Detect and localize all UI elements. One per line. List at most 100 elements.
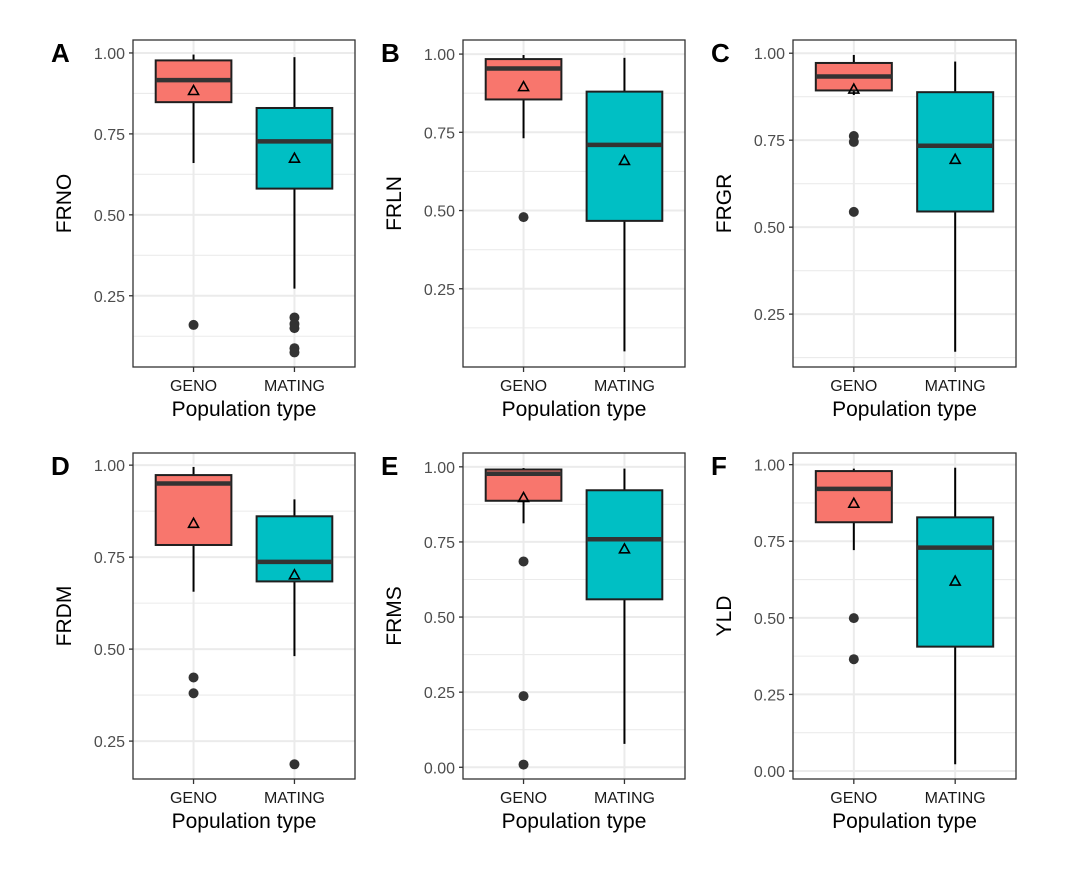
x-axis-title: Population type <box>832 398 977 421</box>
panel-letter: F <box>711 451 727 481</box>
x-axis-title: Population type <box>502 810 647 833</box>
x-axis-title: Population type <box>172 398 317 421</box>
panel-letter: D <box>51 451 70 481</box>
y-tick-label: 0.75 <box>94 550 125 567</box>
box-mating <box>585 57 664 352</box>
y-tick-label: 1.00 <box>94 458 125 475</box>
x-axis-title: Population type <box>172 810 317 833</box>
mean-marker <box>847 82 861 94</box>
panel-letter: E <box>381 451 398 481</box>
x-tick-label: GENO <box>500 790 547 807</box>
outlier-point <box>848 136 859 147</box>
y-tick-label: 0.50 <box>754 220 785 237</box>
y-tick-label: 0.75 <box>424 125 455 142</box>
outlier-point <box>188 319 199 330</box>
x-tick-label: GENO <box>170 378 217 395</box>
x-tick-label: MATING <box>925 378 986 395</box>
y-tick-label: 0.50 <box>94 642 125 659</box>
y-tick-label: 1.00 <box>754 458 785 475</box>
panel-border <box>792 39 1017 368</box>
box-mating <box>916 467 995 765</box>
outlier-point <box>289 323 300 334</box>
iqr-box <box>916 91 995 213</box>
mean-marker <box>618 153 631 166</box>
panel-border <box>132 452 356 780</box>
panel-letter: A <box>51 38 70 68</box>
y-axis-title: FRLN <box>383 176 406 231</box>
x-tick-label: MATING <box>264 790 325 807</box>
y-tick-label: 1.00 <box>754 46 785 63</box>
outlier-point <box>289 347 300 358</box>
box-geno <box>154 466 233 699</box>
box-geno <box>154 54 233 330</box>
y-tick-label: 0.75 <box>754 133 785 150</box>
panel-border <box>462 39 686 368</box>
box-geno <box>814 54 893 217</box>
x-tick-label: GENO <box>500 378 547 395</box>
y-tick-label: 1.00 <box>424 47 455 64</box>
panel-border <box>132 39 356 368</box>
x-tick-label: GENO <box>830 790 877 807</box>
mean-marker <box>517 79 530 92</box>
mean-marker <box>288 568 301 580</box>
mean-marker <box>847 496 861 509</box>
panel-f: 0.00 0.25 0.50 0.75 1.00 GENO MATING Population… <box>711 451 1017 833</box>
mean-marker <box>288 151 301 163</box>
mean-marker <box>187 83 200 96</box>
y-tick-label: 0.50 <box>754 611 785 628</box>
y-axis-title: FRDM <box>53 586 76 647</box>
box-geno <box>814 468 893 665</box>
box-mating <box>585 468 664 744</box>
outlier-point <box>188 672 199 683</box>
y-axis-title: YLD <box>713 596 736 637</box>
y-tick-label: 1.00 <box>424 460 455 477</box>
outlier-point <box>188 688 199 699</box>
outlier-point <box>518 212 529 223</box>
y-tick-label: 0.75 <box>94 127 125 144</box>
panel-e: 0.00 0.25 0.50 0.75 1.00 GENO MATING Population… <box>381 451 686 833</box>
y-tick-label: 0.50 <box>424 204 455 221</box>
x-tick-label: MATING <box>264 378 325 395</box>
outlier-point <box>848 206 859 217</box>
panel-c: 0.25 0.50 0.75 1.00 GENO MATING Population typ… <box>711 38 1017 421</box>
x-tick-label: MATING <box>594 790 655 807</box>
iqr-box <box>255 515 334 583</box>
outlier-point <box>518 759 529 770</box>
iqr-box <box>255 106 334 190</box>
outlier-point <box>848 654 859 665</box>
y-tick-label: 0.25 <box>94 289 125 306</box>
mean-marker <box>187 516 200 529</box>
x-axis-title: Population type <box>832 810 977 833</box>
y-tick-label: 0.25 <box>754 307 785 324</box>
mean-marker <box>948 574 962 586</box>
iqr-box <box>916 516 995 648</box>
outlier-point <box>289 759 300 770</box>
x-tick-label: MATING <box>594 378 655 395</box>
y-tick-label: 0.50 <box>424 610 455 627</box>
y-tick-label: 0.75 <box>754 534 785 551</box>
panel-a: 0.25 0.50 0.75 1.00 GENO MATING Population typ… <box>51 38 356 421</box>
panel-d: 0.25 0.50 0.75 1.00 GENO MATING Population typ… <box>51 451 356 833</box>
outlier-point <box>518 556 529 567</box>
x-tick-label: GENO <box>170 790 217 807</box>
panel-letter: C <box>711 38 730 68</box>
box-geno <box>484 468 563 770</box>
x-tick-label: GENO <box>830 378 877 395</box>
x-axis-title: Population type <box>502 398 647 421</box>
iqr-box <box>154 474 233 546</box>
y-tick-label: 0.25 <box>754 687 785 704</box>
y-tick-label: 1.00 <box>94 46 125 63</box>
outlier-point <box>518 691 529 702</box>
x-tick-label: MATING <box>925 790 986 807</box>
box-mating <box>255 57 334 358</box>
iqr-box <box>484 58 563 101</box>
panel-letter: B <box>381 38 400 68</box>
y-axis-title: FRGR <box>713 174 736 234</box>
y-tick-label: 0.25 <box>94 734 125 751</box>
y-axis-title: FRMS <box>383 586 406 646</box>
box-geno <box>484 55 563 223</box>
mean-marker <box>517 490 530 503</box>
y-tick-label: 0.25 <box>424 282 455 299</box>
panel-b: 0.25 0.50 0.75 1.00 GENO MATING Population typ… <box>381 38 686 421</box>
